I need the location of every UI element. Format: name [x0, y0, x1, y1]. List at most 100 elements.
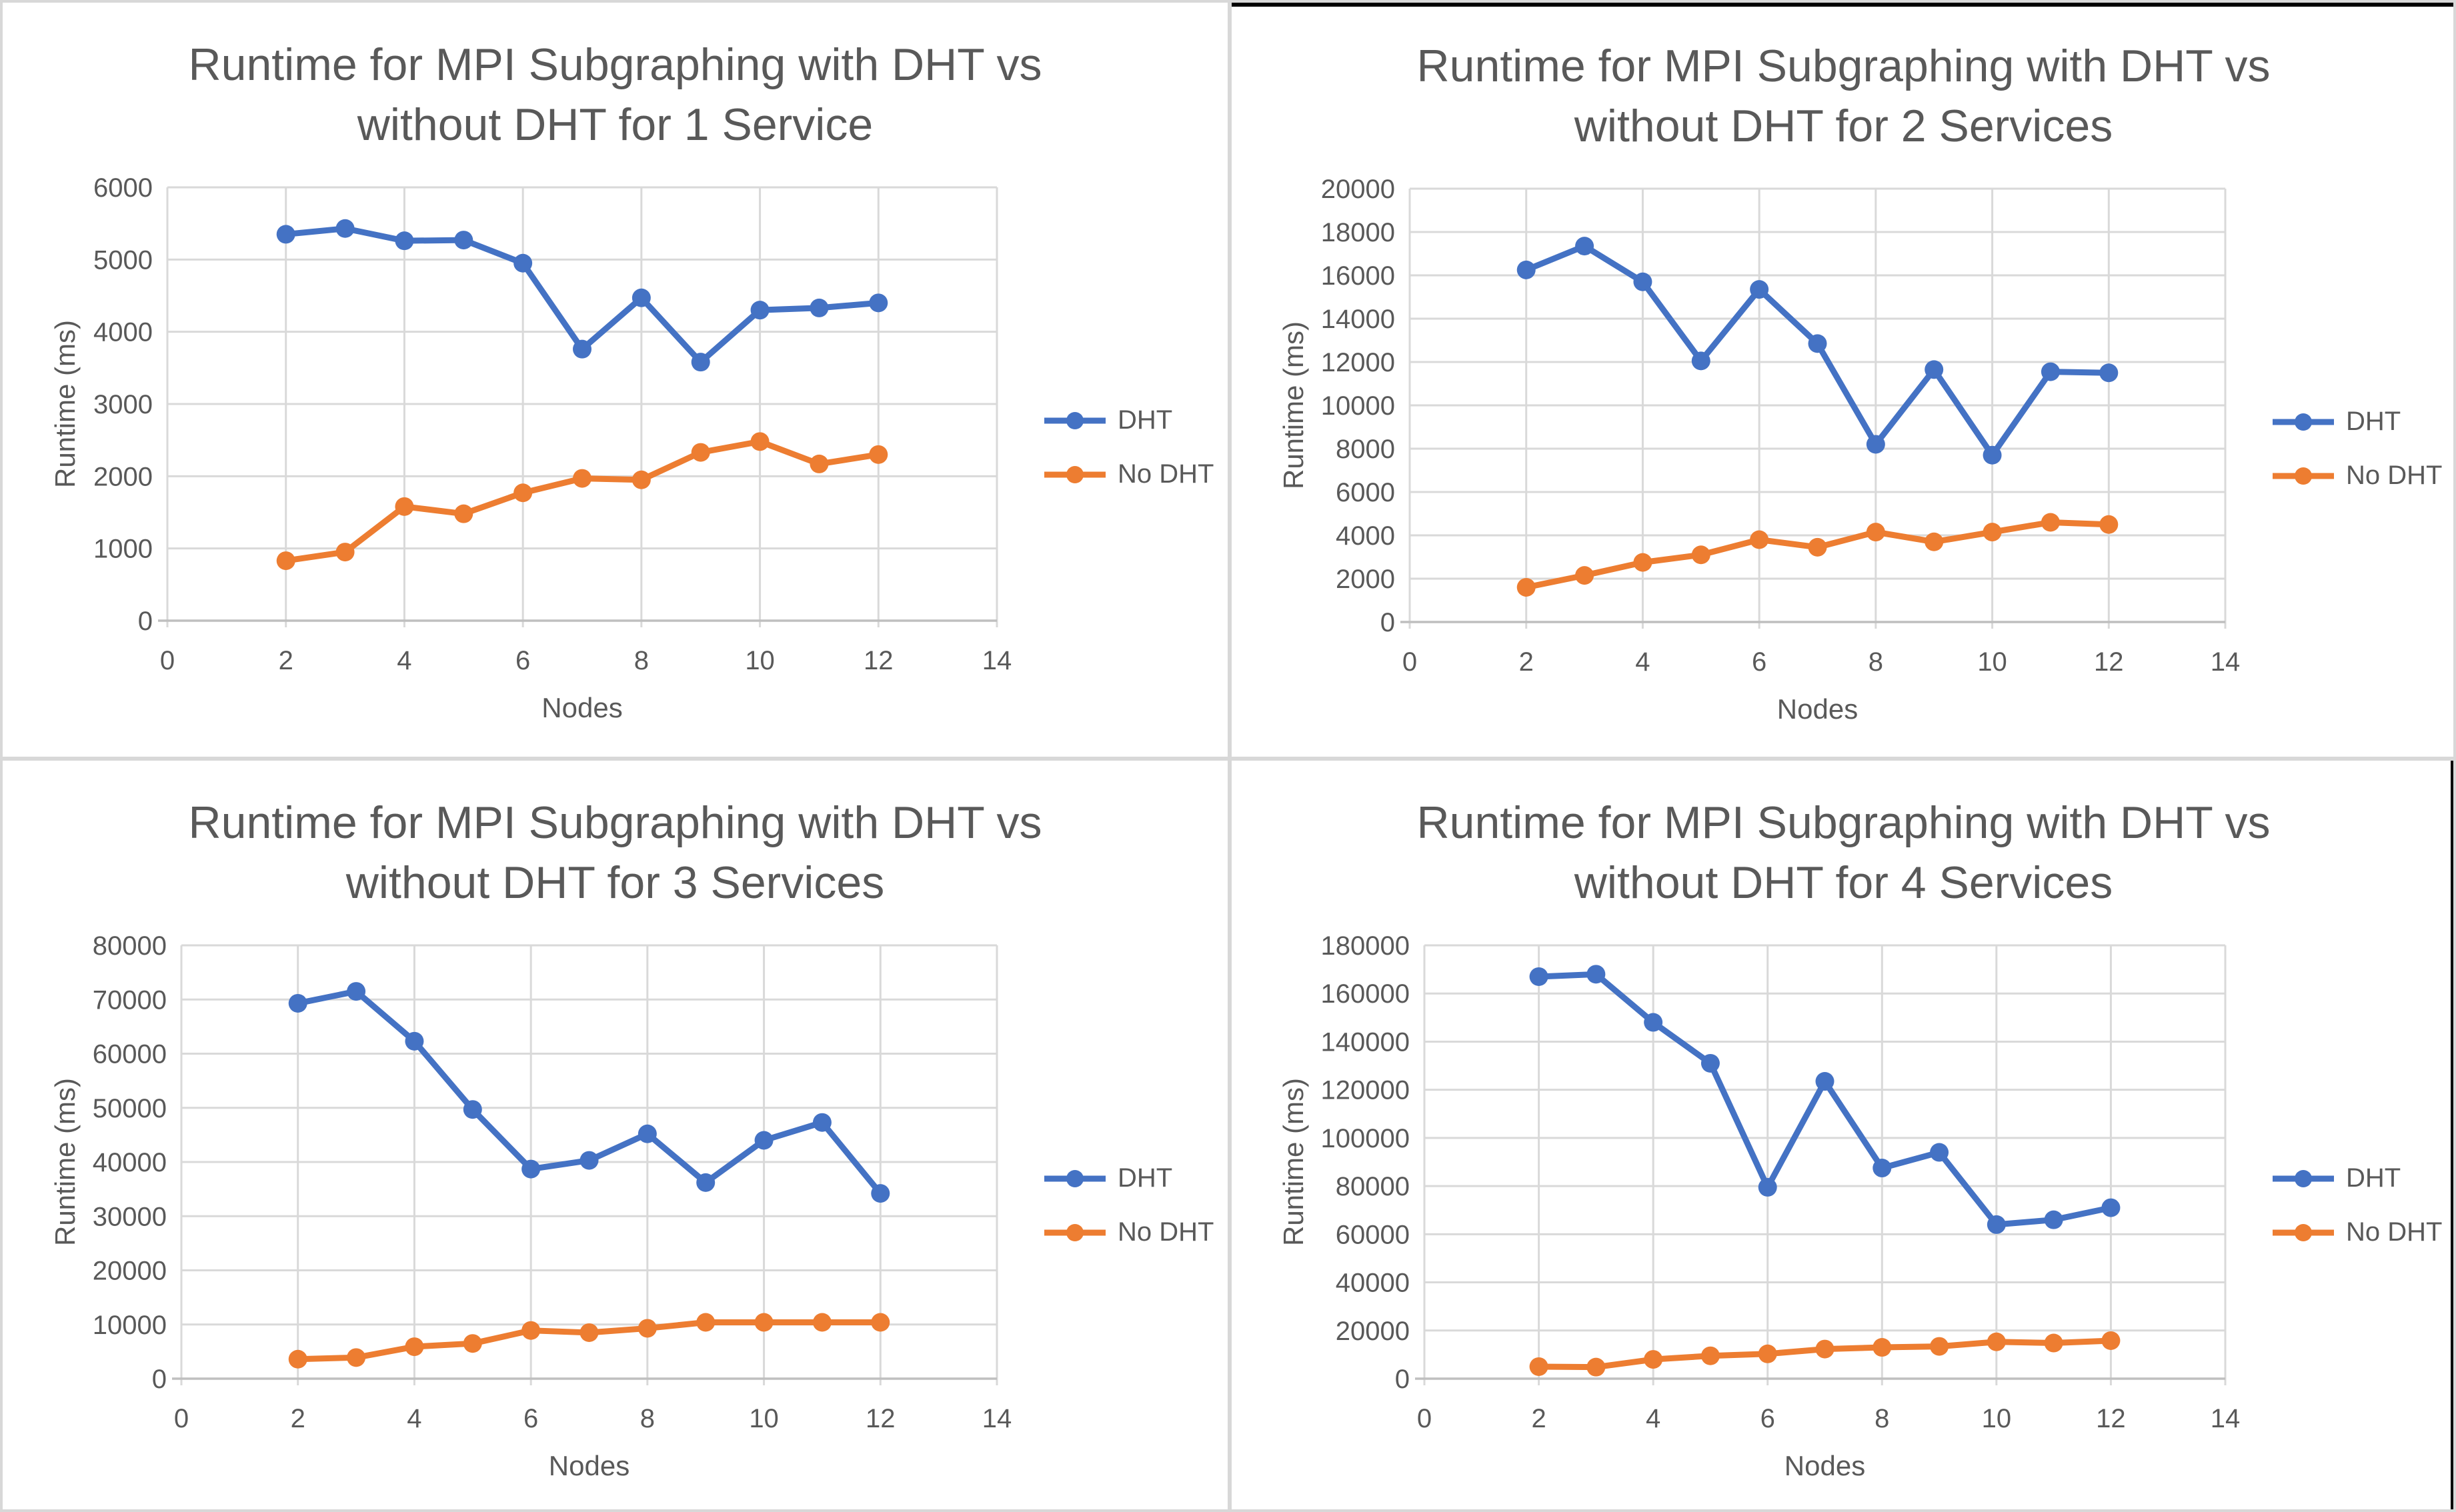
data-point — [1750, 530, 1769, 549]
chart-title-line-2: without DHT for 4 Services — [1574, 857, 2113, 908]
data-point — [812, 1113, 832, 1132]
data-point — [288, 1349, 307, 1369]
x-axis-title: Nodes — [541, 692, 623, 723]
data-point — [513, 483, 533, 503]
data-point — [288, 993, 307, 1013]
x-tick-label: 4 — [407, 1404, 421, 1433]
data-point — [347, 982, 366, 1001]
data-point — [395, 231, 414, 251]
plot-area: 0 2 4 6 8 10 12 14 0 1000 2000 3000 4000 5000 6000 — [93, 173, 1012, 675]
legend-item-no-dht: No DHT — [1042, 459, 1214, 489]
data-point — [632, 470, 651, 489]
chart-title-line-2: without DHT for 1 Service — [357, 99, 874, 150]
y-tick-label: 60000 — [93, 1040, 167, 1069]
data-point — [869, 293, 888, 313]
x-axis-title: Nodes — [548, 1450, 630, 1481]
data-point — [2099, 515, 2119, 534]
chart-legend: DHT No DHT — [1042, 1163, 1214, 1247]
dht-series-marker-icon — [2273, 413, 2334, 431]
data-point — [1866, 435, 1885, 454]
data-point — [638, 1124, 657, 1143]
window-edge-top-right — [1232, 3, 2453, 7]
data-point — [1987, 1215, 2006, 1234]
data-point — [1866, 523, 1885, 542]
x-axis-title: Nodes — [1784, 1450, 1866, 1481]
chart-title-line-1: Runtime for MPI Subgraphing with DHT vs — [188, 797, 1042, 848]
data-point — [1930, 1143, 1949, 1162]
data-point — [1987, 1332, 2006, 1351]
y-tick-label: 8000 — [1336, 435, 1395, 464]
plot-area: 0 2 4 6 8 10 12 14 0 2000 4000 6000 8000 10000 12000 14… — [1321, 175, 2241, 677]
no-dht-series-marker-icon — [2273, 467, 2334, 485]
y-tick-label: 4000 — [1336, 521, 1395, 551]
gridlines — [1423, 944, 2227, 1385]
data-point — [405, 1031, 424, 1051]
y-tick-label: 100000 — [1321, 1124, 1410, 1153]
x-tick-label: 10 — [1982, 1404, 2012, 1433]
y-tick-label: 18000 — [1321, 218, 1395, 247]
x-tick-label: 2 — [1519, 647, 1534, 677]
data-point — [405, 1337, 424, 1357]
legend-item-dht: DHT — [1042, 1163, 1214, 1193]
data-point — [1586, 1357, 1606, 1377]
legend-label-dht: DHT — [2346, 1163, 2401, 1193]
data-point — [750, 432, 770, 451]
data-point — [869, 445, 888, 464]
dht-series-marker-icon — [2273, 1169, 2334, 1187]
y-tick-label: 30000 — [93, 1202, 167, 1231]
no-dht-series-marker-icon — [1044, 1223, 1106, 1241]
data-point — [2044, 1333, 2063, 1353]
data-point — [276, 225, 295, 244]
data-point — [696, 1173, 716, 1192]
chart-panel-1-service: Runtime for MPI Subgraphing with DHT vs … — [4, 4, 1226, 753]
data-point — [521, 1159, 541, 1179]
y-tick-label: 14000 — [1321, 305, 1395, 334]
x-tick-label: 2 — [291, 1404, 305, 1433]
chart-panel-2-services: Runtime for MPI Subgraphing with DHT vs … — [1232, 5, 2453, 754]
data-point — [1930, 1337, 1949, 1356]
legend-label-no-dht: No DHT — [1118, 459, 1214, 489]
x-tick-label: 4 — [1646, 1404, 1660, 1433]
tick-labels: 0 2 4 6 8 10 12 14 0 10000 20000 30000 40000 50000 600… — [93, 931, 1012, 1433]
chart-panel-4-services: Runtime for MPI Subgraphing with DHT vs … — [1232, 762, 2453, 1509]
y-tick-label: 0 — [152, 1365, 167, 1394]
legend-item-no-dht: No DHT — [1042, 1217, 1214, 1247]
legend-item-dht: DHT — [2270, 1163, 2442, 1193]
x-tick-label: 14 — [2211, 647, 2241, 677]
x-tick-label: 2 — [1531, 1404, 1546, 1433]
data-point — [1644, 1350, 1663, 1369]
x-tick-label: 14 — [2211, 1404, 2241, 1433]
chart-title: Runtime for MPI Subgraphing with DHT vs … — [1232, 793, 2453, 913]
series-dht — [1529, 965, 2121, 1234]
x-tick-label: 12 — [2094, 647, 2124, 677]
legend-label-no-dht: No DHT — [2346, 1217, 2443, 1247]
data-point — [1516, 578, 1536, 597]
x-tick-label: 8 — [1875, 1404, 1889, 1433]
data-point — [276, 551, 295, 571]
data-point — [1529, 1357, 1548, 1376]
series-dht — [276, 219, 888, 372]
y-tick-label: 10000 — [1321, 391, 1395, 421]
series-no-dht — [1516, 513, 2119, 597]
legend-label-no-dht: No DHT — [2346, 461, 2443, 490]
panel-divider-vertical — [1228, 3, 1232, 1509]
data-point — [573, 339, 591, 359]
y-tick-label: 2000 — [93, 462, 153, 491]
chart-legend: DHT No DHT — [2270, 407, 2442, 491]
data-point — [812, 1313, 832, 1332]
data-point — [810, 454, 829, 473]
panel-divider-horizontal — [3, 757, 2453, 761]
x-axis-title: Nodes — [1776, 693, 1859, 725]
y-tick-label: 60000 — [1336, 1220, 1410, 1249]
data-point — [1633, 553, 1652, 572]
y-tick-label: 20000 — [1321, 175, 1395, 204]
data-point — [750, 301, 770, 320]
data-point — [810, 298, 829, 317]
y-tick-label: 20000 — [1336, 1317, 1410, 1346]
legend-item-no-dht: No DHT — [2270, 461, 2442, 491]
data-point — [2101, 1331, 2121, 1350]
plot-area: 0 2 4 6 8 10 12 14 0 10000 20000 30000 40000 50000 600… — [93, 931, 1012, 1433]
data-point — [1983, 445, 2002, 465]
x-tick-label: 6 — [1760, 1404, 1775, 1433]
x-tick-label: 4 — [397, 646, 411, 675]
